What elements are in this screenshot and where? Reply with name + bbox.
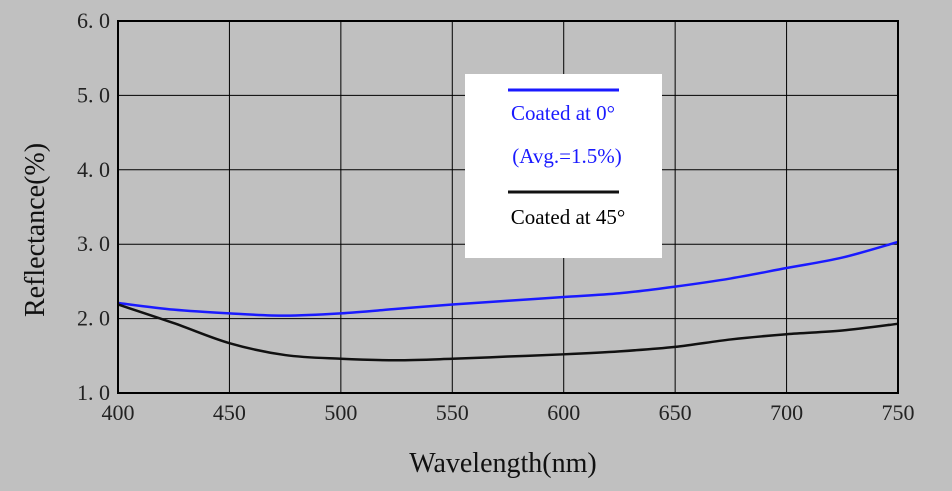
y-axis-title: Reflectance(%) bbox=[20, 143, 51, 317]
x-tick-label: 600 bbox=[547, 400, 580, 425]
y-tick-label: 2. 0 bbox=[77, 306, 110, 331]
x-tick-label: 750 bbox=[882, 400, 915, 425]
tick-labels: 400 450 500 550 600 650 700 750 1. 0 2. 0 3. 0 4. 0… bbox=[77, 8, 915, 425]
x-tick-label: 550 bbox=[436, 400, 469, 425]
y-tick-label: 5. 0 bbox=[77, 82, 110, 107]
series-layer bbox=[117, 240, 899, 362]
legend-box bbox=[465, 74, 662, 258]
legend-label-45deg: Coated at 45° bbox=[511, 205, 626, 229]
x-axis-title: Wavelength(nm) bbox=[409, 448, 596, 479]
x-tick-label: 500 bbox=[324, 400, 357, 425]
legend: Coated at 0° (Avg.=1.5%) Coated at 45° bbox=[465, 74, 662, 258]
legend-label-0deg: Coated at 0° bbox=[511, 101, 615, 125]
x-tick-label: 650 bbox=[659, 400, 692, 425]
series-line-coated-0deg bbox=[117, 240, 899, 317]
y-tick-label: 6. 0 bbox=[77, 8, 110, 33]
legend-label-avg: (Avg.=1.5%) bbox=[512, 144, 621, 168]
x-tick-label: 700 bbox=[770, 400, 803, 425]
y-tick-label: 3. 0 bbox=[77, 231, 110, 256]
x-tick-label: 400 bbox=[102, 400, 135, 425]
plot-frame bbox=[117, 20, 899, 394]
y-tick-label: 1. 0 bbox=[77, 380, 110, 405]
y-tick-label: 4. 0 bbox=[77, 157, 110, 182]
series-line-coated-45deg bbox=[117, 303, 899, 362]
plot-border bbox=[117, 20, 899, 394]
x-tick-label: 450 bbox=[213, 400, 246, 425]
